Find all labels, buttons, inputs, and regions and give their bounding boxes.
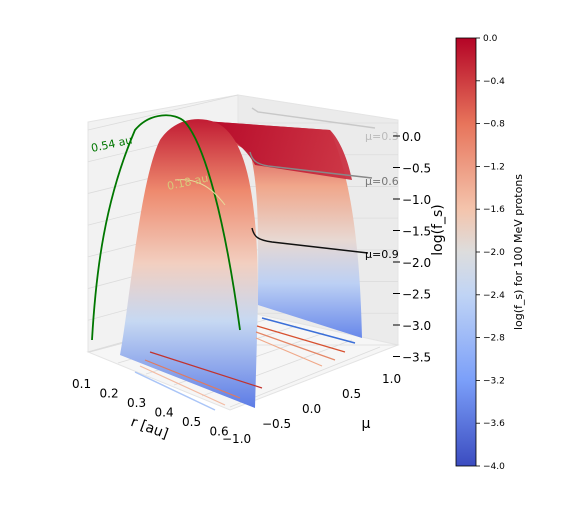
z-axis-label: log(f_s) [430, 204, 446, 256]
contour-line [255, 331, 336, 361]
label-mu-0-3: μ=0.3 [365, 130, 399, 143]
colorbar-tick-label: −2.4 [483, 291, 505, 301]
colorbar-tick-label: −0.8 [483, 120, 505, 130]
z-tick-label: −1.5 [402, 225, 431, 239]
y-tick-label: 1.0 [382, 372, 401, 386]
colorbar-tick-label: −3.2 [483, 376, 505, 386]
contour-line [255, 337, 323, 367]
grid-line [87, 94, 239, 131]
y-tick-label: 0.5 [342, 387, 361, 401]
curve-mu-0-3 [251, 107, 376, 129]
colorbar-tick-label: −2.0 [483, 248, 505, 258]
colorbar-tick-label: −1.6 [483, 205, 505, 215]
surface-plot [120, 119, 362, 408]
z-tick-label: −3.0 [402, 319, 431, 333]
curve-mu-0-6 [249, 151, 373, 179]
y-tick-label: −1.0 [222, 432, 251, 446]
annotation-curves [91, 107, 376, 341]
colorbar-label: log(f_s) for 100 MeV protons [512, 174, 525, 330]
x-tick-label: 0.3 [127, 396, 146, 410]
y-tick-label: 0.0 [302, 402, 321, 416]
z-axis-ticks: 0.0 −0.5 −1.0 −1.5 −2.0 −2.5 −3.0 −3.5 [393, 130, 431, 365]
colorbar: 0.0 −0.4 −0.8 −1.2 −1.6 −2.0 −2.4 −2.8 −3.2 −3.6 −… [455, 34, 525, 472]
x-tick-label: 0.1 [72, 377, 91, 391]
contour-line [261, 317, 356, 344]
y-axis-ticks: −1.0 −0.5 0.0 0.5 1.0 [222, 372, 401, 446]
x-tick-label: 0.4 [155, 406, 174, 420]
y-axis-label: μ [362, 416, 371, 432]
x-tick-label: 0.6 [210, 425, 229, 439]
colorbar-tick-label: −4.0 [483, 462, 505, 472]
colorbar-tick-label: −2.8 [483, 334, 505, 344]
z-tick-label: −1.0 [402, 193, 431, 207]
contour-line [149, 351, 263, 389]
x-tick-label: 0.5 [182, 415, 201, 429]
contour-line [134, 371, 216, 411]
curve-0-54-au [91, 114, 241, 341]
y-tick-label: −0.5 [262, 417, 291, 431]
z-tick-label: 0.0 [402, 130, 421, 144]
curve-0-18-au [174, 179, 226, 206]
colorbar-tick-label: 0.0 [483, 34, 498, 44]
z-tick-label: −2.5 [402, 288, 431, 302]
z-tick-label: −3.5 [402, 351, 431, 365]
colorbar-ticks: 0.0 −0.4 −0.8 −1.2 −1.6 −2.0 −2.4 −2.8 −3.2 −3.6 −… [476, 34, 505, 472]
contour-line [144, 359, 241, 399]
x-tick-label: 0.2 [100, 387, 119, 401]
colorbar-tick-label: −3.6 [483, 419, 505, 429]
label-mu-0-9: μ=0.9 [365, 248, 399, 261]
colorbar-tick-label: −0.4 [483, 77, 505, 87]
z-tick-label: −0.5 [402, 162, 431, 176]
z-tick-label: −2.0 [402, 256, 431, 270]
contour-line [256, 325, 346, 353]
label-mu-0-6: μ=0.6 [365, 175, 399, 188]
x-axis-ticks: 0.1 0.2 0.3 0.4 0.5 0.6 [72, 377, 229, 439]
surface-front-face [120, 119, 258, 408]
curve-mu-0-9 [251, 227, 369, 254]
contour-line [139, 365, 226, 406]
colorbar-gradient [455, 37, 477, 467]
floor-contours [134, 317, 356, 411]
colorbar-tick-label: −1.2 [483, 162, 505, 172]
